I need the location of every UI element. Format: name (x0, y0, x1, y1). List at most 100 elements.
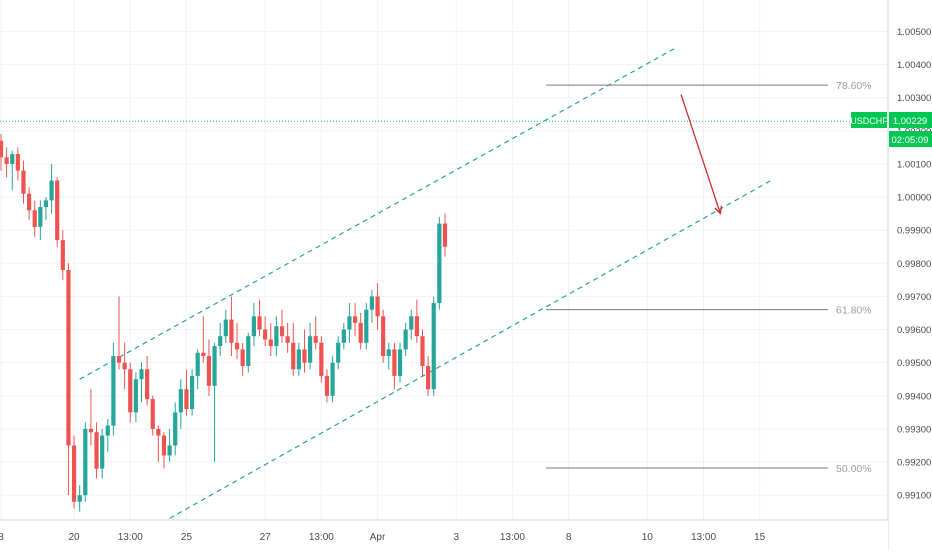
candle-body (358, 322, 363, 343)
y-tick-label: 0.99200 (897, 458, 931, 469)
candle-body (145, 369, 150, 400)
candle-down (240, 342, 245, 376)
candle-down (420, 329, 425, 376)
candle-body (414, 316, 419, 337)
candle-body (133, 379, 138, 413)
candle-up (189, 369, 195, 416)
candle-body (206, 356, 212, 386)
candle-down (375, 283, 380, 330)
candle-body (32, 210, 37, 227)
candle-body (229, 319, 234, 343)
x-tick-label: Apr (370, 532, 386, 543)
candle-body (10, 154, 15, 164)
arrow-head (714, 205, 723, 216)
candle-up (218, 322, 223, 357)
y-tick-label: 1.00300 (897, 93, 931, 104)
candle-up (246, 332, 251, 373)
candle-up (105, 418, 110, 453)
candle-body (88, 428, 94, 433)
price-badges: USDCHF 1.00229 02:05:09 (850, 112, 932, 147)
candle-down (234, 322, 240, 360)
candle-body (268, 339, 273, 347)
symbol-badge (851, 112, 887, 128)
candle-down (381, 309, 386, 363)
candle-down (71, 435, 77, 509)
candle-up (167, 428, 172, 463)
candle-up (409, 309, 414, 340)
candle-body (431, 303, 436, 390)
fib-level-label: 61.80% (836, 305, 872, 317)
candle-up (77, 485, 82, 512)
candle-up (251, 303, 256, 347)
candle-body (302, 349, 307, 363)
candle-down (442, 213, 448, 257)
x-tick-label: 10 (642, 532, 654, 543)
candle-body (442, 223, 448, 247)
candle-down (88, 389, 94, 446)
y-tick-label: 1.00000 (897, 193, 931, 204)
candle-up (212, 342, 217, 463)
candle-body (43, 200, 49, 208)
candle-body (381, 316, 386, 357)
candle-up (10, 150, 15, 191)
candle-body (178, 389, 183, 413)
candle-body (324, 375, 330, 396)
candle-down (291, 322, 296, 376)
fib-level-label: 78.60% (836, 80, 872, 92)
candle-up (83, 422, 88, 502)
candle-down (4, 147, 9, 178)
candle-down (206, 339, 212, 396)
candle-body (55, 180, 60, 241)
candle-body (375, 296, 380, 317)
candle-body (105, 425, 110, 436)
candle-down (268, 322, 273, 357)
candle-down (156, 425, 161, 463)
candle-body (223, 319, 228, 337)
candle-up (336, 336, 341, 370)
candle-down (128, 362, 133, 423)
x-tick-labels: 8 20 13:00 25 27 13:00 Apr 3 13:00 8 10 13:00 15 (0, 532, 766, 543)
x-tick-label: 27 (260, 532, 272, 543)
candle-body (83, 428, 88, 496)
channel-line-lower (169, 179, 772, 519)
candle-body (426, 365, 431, 390)
candle-up (133, 372, 138, 423)
candle-body (116, 356, 122, 363)
candle-body (364, 309, 369, 343)
candle-body (403, 329, 408, 350)
candle-body (189, 375, 195, 410)
y-tick-label: 1.00500 (897, 27, 931, 38)
candle-body (386, 349, 391, 357)
candle-up (274, 316, 279, 357)
candle-body (420, 336, 425, 366)
candle-down (116, 296, 122, 370)
candle-body (392, 349, 397, 376)
candle-body (77, 495, 82, 502)
candle-body (308, 336, 313, 363)
candle-up (341, 322, 346, 350)
fibonacci-levels: 78.60% 61.80% 50.00% (546, 80, 872, 475)
candle-body (60, 240, 65, 270)
candle-body (49, 180, 54, 201)
candle-up (139, 362, 144, 403)
candle-down (60, 230, 65, 280)
candle-up (330, 356, 335, 403)
candle-up (386, 342, 391, 370)
candle-up (195, 349, 200, 390)
candle-body (274, 326, 279, 347)
x-tick-label: 13:00 (691, 532, 716, 543)
y-tick-label: 0.99400 (897, 391, 931, 402)
candle-body (122, 362, 127, 370)
candle-down (229, 296, 234, 357)
candle-up (223, 309, 228, 343)
x-tick-label: 25 (181, 532, 193, 543)
candle-up (397, 342, 403, 383)
candle-down (392, 342, 397, 390)
channel-line-upper (79, 47, 676, 380)
candle-down (94, 422, 99, 479)
candle-body (195, 352, 200, 376)
y-tick-label: 1.00100 (897, 159, 931, 170)
candle-body (369, 296, 375, 310)
